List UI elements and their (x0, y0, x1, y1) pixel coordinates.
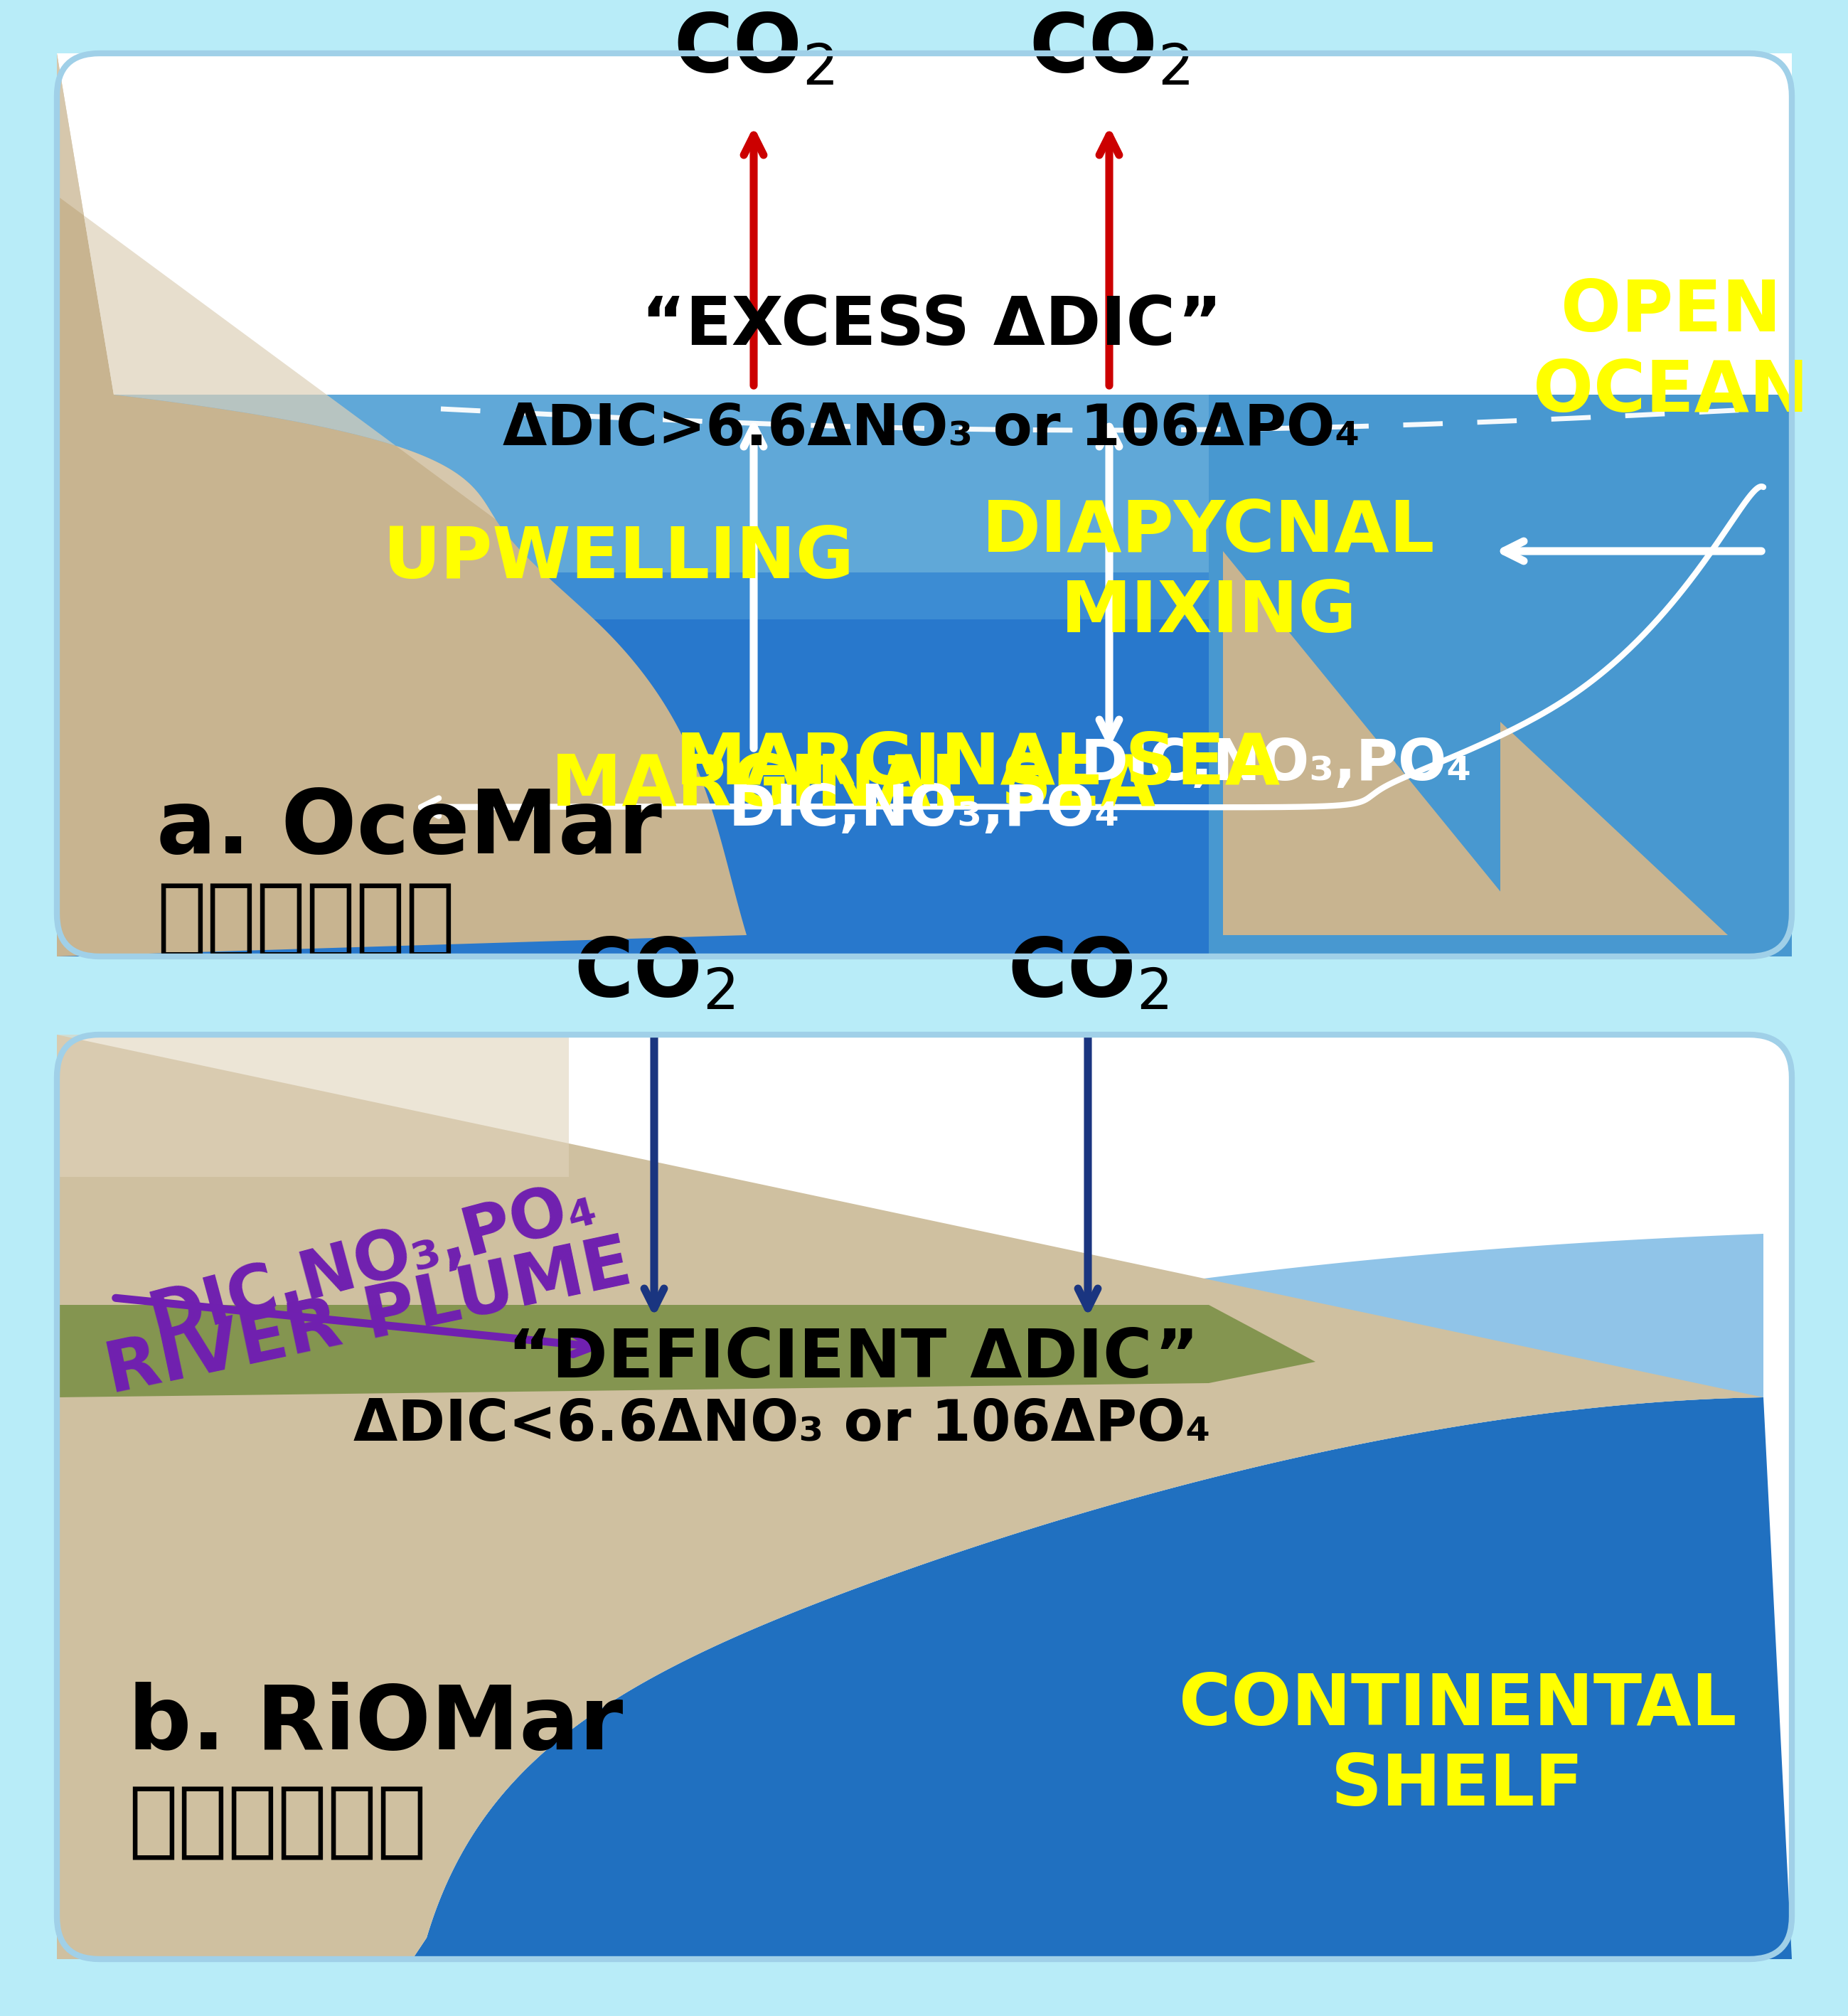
Text: DIC,NO₃,PO₄: DIC,NO₃,PO₄ (728, 782, 1120, 839)
FancyBboxPatch shape (57, 1034, 1793, 1960)
Text: DIAPYCNAL
MIXING: DIAPYCNAL MIXING (981, 498, 1436, 647)
Polygon shape (57, 395, 1793, 573)
Polygon shape (100, 452, 1750, 619)
Text: “DEFICIENT ΔDIC”: “DEFICIENT ΔDIC” (508, 1327, 1199, 1391)
Text: OPEN
OCEAN: OPEN OCEAN (1534, 278, 1809, 425)
Text: DIC,NO₃,PO₄: DIC,NO₃,PO₄ (142, 1171, 602, 1353)
Polygon shape (57, 1034, 1763, 1960)
FancyBboxPatch shape (57, 52, 1793, 956)
Polygon shape (1255, 589, 1504, 897)
Polygon shape (412, 1397, 1793, 1960)
Text: MARGINAL SEA: MARGINAL SEA (551, 752, 1155, 821)
Text: （以汇为例）: （以汇为例） (128, 1782, 427, 1863)
Text: ΔDIC<6.6ΔNO₃ or 106ΔPO₄: ΔDIC<6.6ΔNO₃ or 106ΔPO₄ (353, 1397, 1210, 1454)
Polygon shape (100, 395, 1750, 480)
Text: UPWELLING: UPWELLING (383, 524, 854, 593)
Polygon shape (57, 52, 747, 956)
Text: RIVER PLUME: RIVER PLUME (100, 1230, 638, 1409)
Text: b. RiOMar: b. RiOMar (128, 1681, 623, 1768)
Text: CO$_2$: CO$_2$ (673, 10, 833, 89)
Text: CO$_2$: CO$_2$ (1007, 933, 1168, 1014)
Polygon shape (1501, 722, 1728, 935)
Polygon shape (57, 52, 495, 520)
Polygon shape (57, 1034, 569, 1177)
Polygon shape (57, 52, 1793, 395)
Text: ΔDIC>6.6ΔNO₃ or 106ΔPO₄: ΔDIC>6.6ΔNO₃ or 106ΔPO₄ (503, 401, 1360, 458)
Text: CO$_2$: CO$_2$ (573, 933, 736, 1014)
Polygon shape (57, 395, 1793, 956)
Text: MARGINAL SEA: MARGINAL SEA (676, 730, 1281, 798)
Text: a. OceMar: a. OceMar (157, 786, 662, 871)
Polygon shape (100, 619, 1750, 788)
Polygon shape (427, 1234, 1763, 1937)
Text: CONTINENTAL
SHELF: CONTINENTAL SHELF (1179, 1671, 1737, 1820)
Polygon shape (100, 788, 1750, 956)
Text: CO$_2$: CO$_2$ (1029, 10, 1190, 89)
Polygon shape (57, 1304, 1316, 1397)
Polygon shape (1223, 550, 1536, 935)
Polygon shape (1209, 395, 1793, 956)
Text: “EXCESS ΔDIC”: “EXCESS ΔDIC” (641, 294, 1222, 359)
Text: DIC,NO₃,PO₄: DIC,NO₃,PO₄ (1081, 736, 1473, 792)
FancyBboxPatch shape (57, 52, 1793, 956)
Text: （以源为例）: （以源为例） (157, 879, 455, 960)
